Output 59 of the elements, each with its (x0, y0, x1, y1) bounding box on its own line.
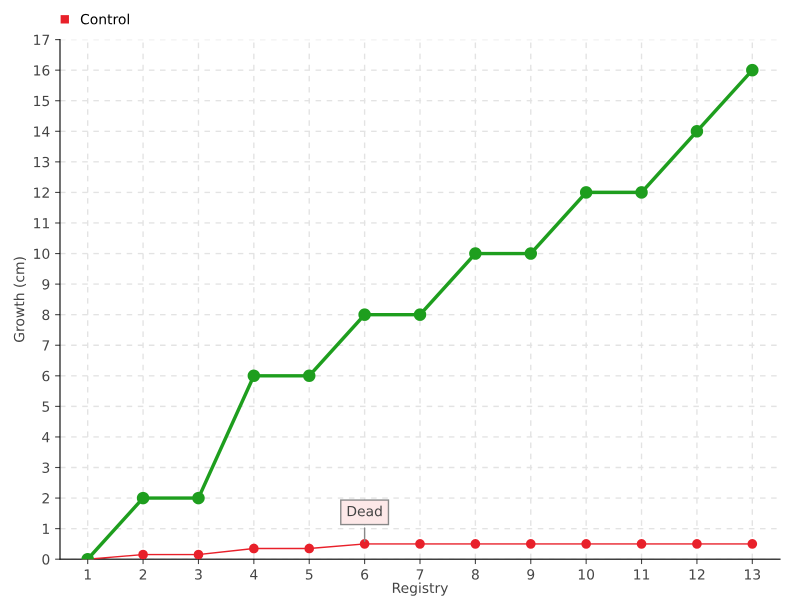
point (635, 186, 648, 199)
legend-label: Control (80, 14, 129, 24)
y-tick-label: 12 (34, 187, 49, 198)
point (524, 247, 538, 260)
x-tick-label: 7 (416, 569, 424, 580)
point (581, 539, 592, 549)
y-tick-label: 5 (42, 402, 50, 412)
x-tick-label: 10 (578, 569, 594, 580)
point (414, 308, 426, 321)
point (636, 539, 646, 549)
point (692, 539, 702, 549)
x-tick-label: 13 (744, 569, 760, 580)
point (248, 370, 260, 382)
y-tick-label: 16 (34, 65, 50, 76)
point (580, 186, 592, 199)
annotation: Dead (348, 506, 382, 516)
point (469, 247, 482, 260)
y-tick-label: 6 (42, 370, 50, 382)
point (470, 539, 480, 549)
point (138, 550, 148, 560)
point (358, 308, 371, 321)
point (248, 544, 259, 554)
point (192, 492, 205, 504)
y-tick-label: 9 (42, 279, 50, 290)
x-tick-label: 8 (472, 569, 479, 580)
y-tick-label: 4 (42, 432, 50, 442)
y-tick-label: 15 (34, 96, 50, 106)
y-tick-label: 17 (34, 34, 50, 45)
x-tick-label: 4 (250, 569, 258, 580)
point (304, 544, 314, 554)
y-tick-label: 7 (42, 340, 50, 351)
y-tick-label: 3 (42, 462, 50, 473)
x-axis-title: Registry (392, 582, 448, 596)
x-tick-label: 2 (140, 569, 146, 580)
point (690, 125, 704, 138)
point (747, 539, 758, 549)
y-tick-label: 2 (42, 493, 49, 504)
y-tick-label: 13 (34, 156, 50, 168)
y-axis-title: Growth (cm) (14, 257, 26, 342)
point (360, 539, 370, 549)
y-tick-label: 14 (34, 126, 50, 137)
x-tick-label: 6 (361, 569, 368, 580)
x-tick-label: 9 (527, 569, 534, 580)
x-tick-label: 11 (634, 569, 650, 580)
x-tick-label: 3 (195, 569, 202, 580)
point (746, 64, 759, 76)
x-tick-label: 12 (690, 569, 704, 580)
y-tick-label: 10 (34, 248, 50, 260)
y-tick-label: 8 (42, 310, 50, 320)
x-tick-label: 1 (84, 569, 91, 580)
point (194, 550, 204, 560)
point (302, 370, 316, 382)
point (136, 492, 150, 504)
y-tick-label: 0 (42, 554, 50, 565)
point (526, 539, 536, 549)
y-tick-label: 1 (42, 524, 49, 534)
point (415, 539, 425, 549)
y-tick-label: 11 (34, 218, 49, 228)
x-tick-label: 5 (306, 569, 312, 580)
